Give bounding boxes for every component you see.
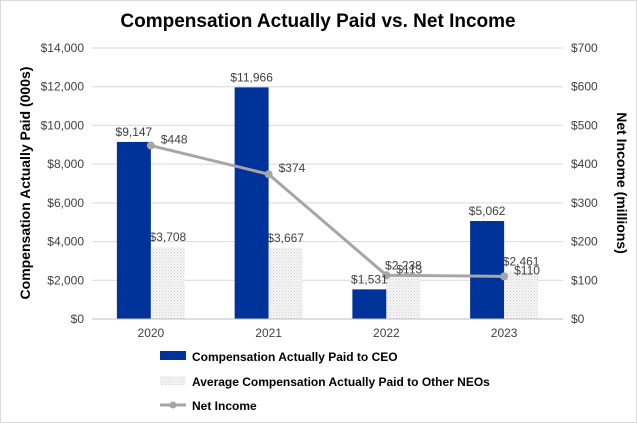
ceo-bar <box>352 289 387 319</box>
ceo-bar <box>116 141 151 319</box>
y-left-tick-label: $8,000 <box>47 157 84 171</box>
neo-data-label: $3,667 <box>267 231 304 245</box>
y-left-axis-label: Compensation Actually Paid (000s) <box>17 67 33 300</box>
chart-title: Compensation Actually Paid vs. Net Incom… <box>120 11 515 32</box>
y-right-axis-label: Net Income (millions) <box>614 112 630 254</box>
net-income-point <box>382 271 391 280</box>
y-right-tick-label: $0 <box>571 312 585 326</box>
neo-bar <box>150 247 185 319</box>
bars <box>116 87 539 319</box>
x-tick-label: 2023 <box>491 326 518 340</box>
neo-data-label: $2,461 <box>503 254 540 268</box>
net-income-data-label: $110 <box>514 263 540 277</box>
legend: Compensation Actually Paid to CEO Average… <box>160 350 490 413</box>
net-income-line-group <box>146 141 509 281</box>
legend-swatch-neo <box>160 376 186 385</box>
ceo-bar <box>234 87 269 319</box>
ceo-data-label: $1,531 <box>351 272 388 286</box>
y-right-tick-label: $100 <box>571 273 598 287</box>
y-right-tick-label: $200 <box>571 235 598 249</box>
ceo-data-label: $11,966 <box>230 70 273 84</box>
y-right-tick-label: $500 <box>571 118 598 132</box>
ceo-data-label: $5,062 <box>469 204 506 218</box>
net-income-point <box>500 272 509 281</box>
neo-bar <box>386 275 421 319</box>
neo-bar <box>504 271 539 319</box>
axes: $0 $2,000 $4,000 $6,000 $8,000 $10,000 $12,000… <box>41 41 598 340</box>
y-left-tick-label: $6,000 <box>47 196 84 210</box>
legend-swatch-ceo <box>160 351 186 360</box>
net-income-point <box>146 141 155 150</box>
legend-label-neo: Average Compensation Actually Paid to Ot… <box>192 375 490 389</box>
x-tick-label: 2022 <box>373 326 400 340</box>
neo-bar <box>268 248 303 319</box>
y-right-tick-label: $600 <box>571 80 598 94</box>
y-left-tick-label: $0 <box>71 312 85 326</box>
y-left-tick-label: $14,000 <box>41 41 85 55</box>
y-right-tick-label: $300 <box>571 196 598 210</box>
net-income-data-label: $113 <box>396 262 422 276</box>
legend-label-net-income: Net Income <box>192 399 257 413</box>
net-income-point <box>264 170 273 179</box>
net-income-data-label: $448 <box>161 133 188 147</box>
x-tick-label: 2021 <box>255 326 282 340</box>
y-left-tick-label: $10,000 <box>41 118 85 132</box>
net-income-data-label: $374 <box>279 161 306 175</box>
y-left-tick-label: $2,000 <box>47 273 84 287</box>
ceo-bar <box>470 221 505 319</box>
net-income-line <box>150 144 505 278</box>
y-right-tick-label: $400 <box>571 157 598 171</box>
data-labels: $9,147 $3,708 $11,966 $3,667 $1,531$2,238 $5,… <box>116 70 541 286</box>
y-left-tick-label: $12,000 <box>41 80 85 94</box>
legend-label-ceo: Compensation Actually Paid to CEO <box>192 350 398 364</box>
y-right-tick-label: $700 <box>571 41 598 55</box>
x-tick-label: 2020 <box>138 326 165 340</box>
neo-data-label: $3,708 <box>150 230 187 244</box>
ceo-data-label: $9,147 <box>116 125 153 139</box>
legend-marker-net-income <box>169 401 177 409</box>
neo-data-label: $2,238 <box>385 259 422 273</box>
y-left-tick-label: $4,000 <box>47 235 84 249</box>
